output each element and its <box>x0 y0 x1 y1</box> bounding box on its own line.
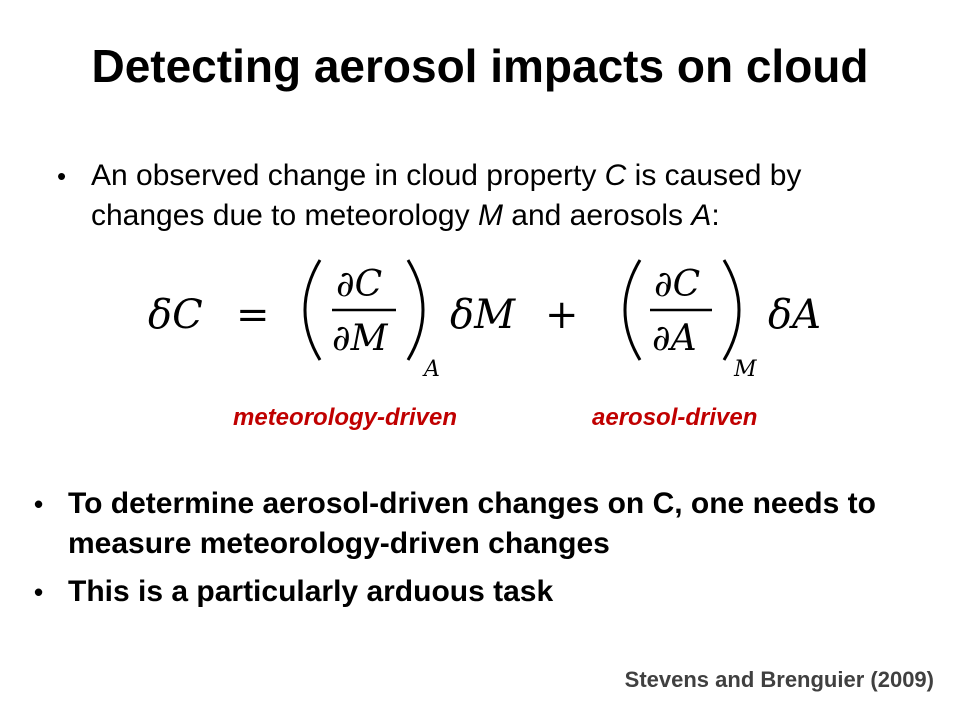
term1-subscript: A <box>422 357 440 382</box>
term2-factor: δA <box>768 292 821 338</box>
term2-denominator: ∂A <box>652 318 697 359</box>
bullet-text-run: : <box>711 199 720 232</box>
left-paren <box>303 259 322 361</box>
equation-equals: = <box>236 292 270 338</box>
term1-factor: δM <box>450 292 516 338</box>
equation-plus: + <box>545 292 579 338</box>
left-paren <box>623 259 642 361</box>
bullet-text: An observed change in cloud property C i… <box>91 156 917 236</box>
term2-subscript: M <box>733 357 757 382</box>
equation: δC = ∂C ∂M A δM + ∂C ∂A M δA <box>148 259 821 382</box>
bullet-text: This is a particularly arduous task <box>68 575 554 608</box>
italic-variable: A <box>691 199 712 232</box>
bullet-determine-aerosol: • To determine aerosol-driven changes on… <box>34 484 934 564</box>
bullet-marker: • <box>34 489 44 519</box>
term2-numerator: ∂C <box>654 264 700 305</box>
bullet-observed-change: • An observed change in cloud property C… <box>57 156 917 236</box>
bullet-text-run: is caused by changes due to meteorology <box>91 159 802 232</box>
bullet-marker: • <box>34 577 44 607</box>
bullet-arduous-task: • This is a particularly arduous task <box>34 572 934 612</box>
term1-numerator: ∂C <box>336 264 382 305</box>
meteorology-driven-label: meteorology-driven <box>233 404 458 431</box>
italic-variable: C <box>604 159 627 192</box>
citation: Stevens and Brenguier (2009) <box>624 667 934 692</box>
bullet-marker: • <box>57 161 67 191</box>
aerosol-driven-label: aerosol-driven <box>592 404 758 431</box>
bullet-text-run: An observed change in cloud property <box>91 159 605 192</box>
equation-lhs: δC <box>148 292 203 338</box>
right-paren <box>406 259 425 361</box>
bullet-text-run: and aerosols <box>502 199 692 232</box>
slide-title: Detecting aerosol impacts on cloud <box>91 40 869 92</box>
term1-denominator: ∂M <box>332 318 389 359</box>
italic-variable: M <box>477 199 503 232</box>
bullet-text: To determine aerosol-driven changes on C… <box>68 487 876 560</box>
right-paren <box>722 259 741 361</box>
